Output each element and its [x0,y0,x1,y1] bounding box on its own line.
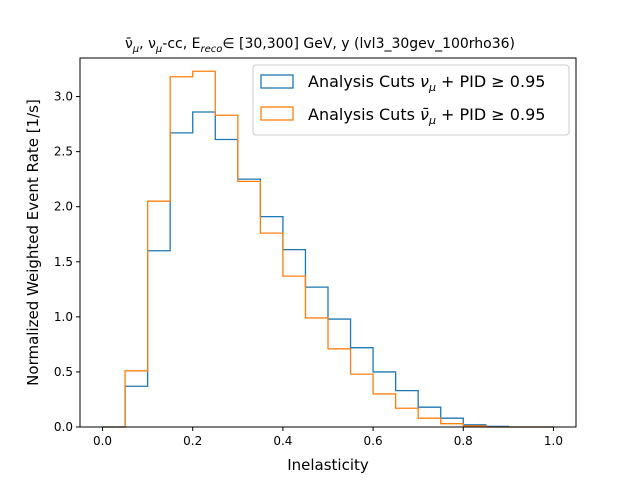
y-tick-label: 0.0 [54,420,73,434]
series-layer [102,70,554,428]
legend-label-numubar: Analysis Cuts ν̄μ + PID ≥ 0.95 [308,105,545,127]
x-tick-label: 0.6 [364,434,383,448]
x-axis-label: Inelasticity [287,456,369,474]
x-axis-ticks: 0.0 0.2 0.4 0.6 0.8 1.0 [93,427,563,448]
histogram-series-1 [102,70,554,428]
y-tick-label: 0.5 [54,365,73,379]
chart-title: ν̄μ, νμ-cc, Ereco∈ [30,300] GeV, y (lvl3… [125,36,515,55]
x-tick-label: 0.4 [273,434,292,448]
y-tick-label: 2.0 [54,200,73,214]
x-tick-label: 0.0 [93,434,112,448]
y-tick-label: 2.5 [54,145,73,159]
axes-frame [79,57,577,428]
legend: Analysis Cuts νμ + PID ≥ 0.95 Analysis C… [252,64,570,136]
histogram-series-0 [102,111,554,428]
y-tick-label: 1.0 [54,310,73,324]
y-axis-label: Normalized Weighted Event Rate [1/s] [24,99,42,386]
y-tick-label: 3.0 [54,90,73,104]
legend-label-numu: Analysis Cuts νμ + PID ≥ 0.95 [308,72,545,94]
legend-box [252,64,570,136]
x-tick-label: 0.2 [183,434,202,448]
y-axis-ticks: 0.0 0.5 1.0 1.5 2.0 2.5 3.0 [54,90,80,434]
y-tick-label: 1.5 [54,255,73,269]
x-tick-label: 0.8 [454,434,473,448]
legend-swatch-numu [260,74,294,89]
legend-swatch-numubar [260,106,294,121]
x-tick-label: 1.0 [544,434,563,448]
